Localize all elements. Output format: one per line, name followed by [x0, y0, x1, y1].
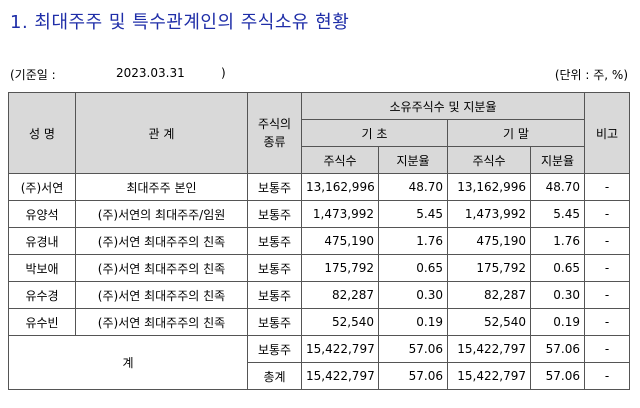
cell-start-shares: 1,473,992	[301, 200, 379, 228]
cell-start-ratio: 0.65	[378, 254, 448, 282]
total-cell-end-ratio: 57.06	[530, 362, 585, 390]
cell-end-ratio: 1.76	[530, 227, 585, 255]
cell-start-ratio: 5.45	[378, 200, 448, 228]
total-row: 총계 15,422,797 57.06 15,422,797 57.06-	[9, 362, 630, 390]
cell-relation: (주)서연 최대주주의 친족	[75, 281, 248, 309]
total-cell-start-shares: 15,422,797	[301, 362, 379, 390]
cell-name: (주)서연	[8, 173, 76, 201]
cell-note: -	[584, 281, 630, 309]
cell-note: -	[584, 308, 630, 336]
table-row: (주)서연 최대주주 본인 보통주 13,162,996 48.70 13,162,996…	[8, 173, 630, 201]
cell-name: 유양석	[8, 200, 76, 228]
cell-end-ratio: 0.30	[530, 281, 585, 309]
total-cell-end-ratio: 57.06	[530, 335, 585, 363]
cell-start-ratio: 1.76	[378, 227, 448, 255]
total-cell-type: 보통주	[247, 335, 302, 363]
cell-start-shares: 82,287	[301, 281, 379, 309]
header-end: 기 말	[447, 119, 585, 147]
header-note: 비고	[584, 92, 630, 174]
cell-relation: (주)서연의 최대주주/임원	[75, 200, 248, 228]
cell-relation: (주)서연 최대주주의 친족	[75, 227, 248, 255]
cell-end-shares: 13,162,996	[447, 173, 531, 201]
header-start: 기 초	[301, 119, 448, 147]
table-row: 유수경 (주)서연 최대주주의 친족 보통주 82,287 0.30 82,287 0.30…	[8, 281, 630, 309]
cell-name: 유수빈	[8, 308, 76, 336]
total-row: 계 보통주 15,422,797 57.06 15,422,797 57.06-	[8, 335, 630, 390]
total-cell-note: -	[584, 362, 630, 390]
cell-type: 보통주	[247, 281, 302, 309]
cell-end-ratio: 0.65	[530, 254, 585, 282]
base-date-value: 2023.03.31	[116, 66, 185, 80]
cell-relation: (주)서연 최대주주의 친족	[75, 308, 248, 336]
table-row: 유양석 (주)서연의 최대주주/임원 보통주 1,473,992 5.45 1,473,9…	[8, 200, 630, 228]
cell-name: 박보애	[8, 254, 76, 282]
header-end-ratio: 지분율	[530, 146, 585, 174]
header-stock-type: 주식의 종류	[247, 92, 302, 174]
header-ownership: 소유주식수 및 지분율	[301, 92, 585, 120]
cell-end-shares: 1,473,992	[447, 200, 531, 228]
total-label: 계	[8, 335, 248, 390]
cell-end-shares: 175,792	[447, 254, 531, 282]
total-cell-end-shares: 15,422,797	[447, 362, 531, 390]
cell-name: 유수경	[8, 281, 76, 309]
cell-start-ratio: 48.70	[378, 173, 448, 201]
cell-start-shares: 175,792	[301, 254, 379, 282]
cell-type: 보통주	[247, 200, 302, 228]
cell-end-shares: 475,190	[447, 227, 531, 255]
cell-type: 보통주	[247, 308, 302, 336]
cell-note: -	[584, 200, 630, 228]
shareholding-table: 성 명 관 계 주식의 종류 소유주식수 및 지분율 비고 기 초 기 말 주식…	[8, 92, 630, 390]
cell-end-ratio: 48.70	[530, 173, 585, 201]
cell-type: 보통주	[247, 227, 302, 255]
table-row: 박보애 (주)서연 최대주주의 친족 보통주 175,792 0.65 175,792 0.…	[8, 254, 630, 282]
table-row: 유경내 (주)서연 최대주주의 친족 보통주 475,190 1.76 475,190 1.…	[8, 227, 630, 255]
table-body: (주)서연 최대주주 본인 보통주 13,162,996 48.70 13,162,996…	[8, 173, 630, 336]
table-header: 성 명 관 계 주식의 종류 소유주식수 및 지분율 비고 기 초 기 말 주식…	[8, 92, 630, 174]
cell-type: 보통주	[247, 173, 302, 201]
table-row: 유수빈 (주)서연 최대주주의 친족 보통주 52,540 0.19 52,540 0.19…	[8, 308, 630, 336]
total-cell-end-shares: 15,422,797	[447, 335, 531, 363]
cell-start-shares: 475,190	[301, 227, 379, 255]
cell-relation: (주)서연 최대주주의 친족	[75, 254, 248, 282]
total-cell-start-ratio: 57.06	[378, 362, 448, 390]
header-start-shares: 주식수	[301, 146, 379, 174]
cell-start-shares: 13,162,996	[301, 173, 379, 201]
total-cell-start-shares: 15,422,797	[301, 335, 379, 363]
cell-type: 보통주	[247, 254, 302, 282]
cell-end-ratio: 5.45	[530, 200, 585, 228]
page-title: 1. 최대주주 및 특수관계인의 주식소유 현황	[10, 12, 350, 33]
total-cell-start-ratio: 57.06	[378, 335, 448, 363]
total-cell-type: 총계	[247, 362, 302, 390]
header-name: 성 명	[8, 92, 76, 174]
cell-start-ratio: 0.19	[378, 308, 448, 336]
table-total: 계 보통주 15,422,797 57.06 15,422,797 57.06- 총계 15,…	[8, 335, 630, 390]
cell-end-ratio: 0.19	[530, 308, 585, 336]
header-start-ratio: 지분율	[378, 146, 448, 174]
base-date-label: (기준일 :	[10, 68, 56, 82]
cell-note: -	[584, 227, 630, 255]
cell-end-shares: 52,540	[447, 308, 531, 336]
header-end-shares: 주식수	[447, 146, 531, 174]
total-cell-note: -	[584, 335, 630, 363]
cell-start-ratio: 0.30	[378, 281, 448, 309]
cell-end-shares: 82,287	[447, 281, 531, 309]
cell-relation: 최대주주 본인	[75, 173, 248, 201]
header-relation: 관 계	[75, 92, 248, 174]
cell-note: -	[584, 173, 630, 201]
cell-start-shares: 52,540	[301, 308, 379, 336]
base-date-close: )	[221, 66, 226, 80]
unit-label: (단위 : 주, %)	[554, 68, 628, 82]
cell-name: 유경내	[8, 227, 76, 255]
cell-note: -	[584, 254, 630, 282]
